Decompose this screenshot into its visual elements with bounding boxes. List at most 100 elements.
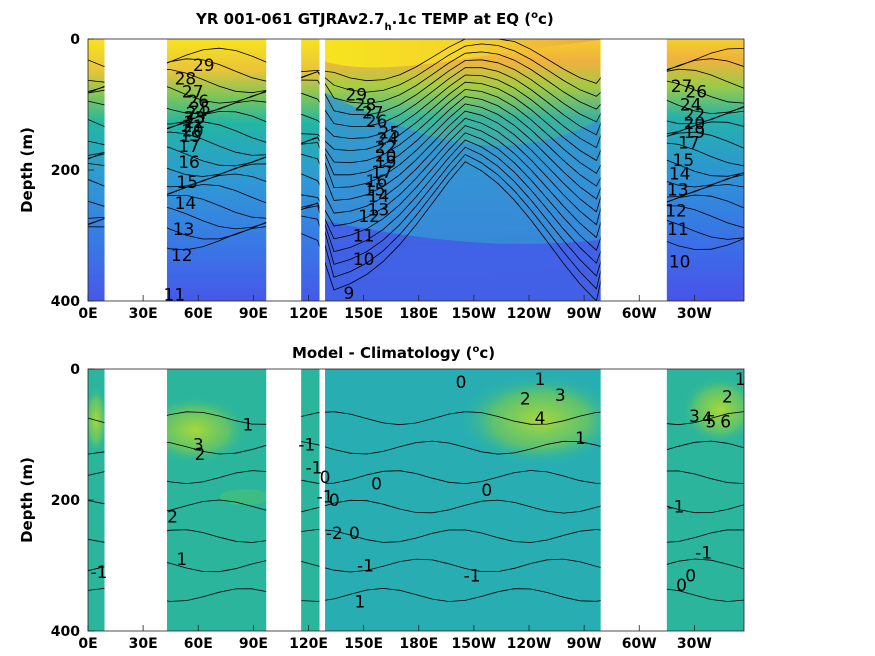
temp-contour-label: 14 <box>175 194 197 214</box>
anomaly-xtick-label: 30E <box>129 636 158 652</box>
anomaly-xtick-label: 120E <box>289 636 328 652</box>
anomaly-ytick-label: 0 <box>70 362 80 378</box>
temp-contour-label: 25 <box>189 99 211 119</box>
anomaly-contour-label: -1 <box>695 543 712 563</box>
anomaly-contour-label: 0 <box>349 524 360 544</box>
temp-ytick-label: 0 <box>70 32 80 48</box>
temp-contour-label: 11 <box>667 220 689 240</box>
anomaly-xticks: 0E 30E 60E 90E 120E 150E 180E 150W 120W 90W 60W 30W <box>78 625 712 652</box>
temp-contour-label: 24 <box>680 96 702 116</box>
temp-contour-label: 26 <box>366 112 388 132</box>
temp-heatmap: 2928272625242322212019171615141312112928… <box>88 39 744 305</box>
anomaly-land-gap <box>319 369 326 631</box>
anomaly-pacific-warm <box>460 375 620 465</box>
anomaly-contour-label: -2 <box>326 524 343 544</box>
temp-xtick-label: 60W <box>622 306 657 322</box>
temp-chart-title: YR 001-061 GTJRAv2.7h.1c TEMP at EQ (oc) <box>195 10 554 33</box>
temp-contour-label: 11 <box>164 285 186 305</box>
anomaly-xtick-label: 0E <box>78 636 97 652</box>
anomaly-chart-title: Model - Climatology (oc) <box>292 344 495 362</box>
temp-xtick-label: 30E <box>129 306 158 322</box>
temp-xtick-label: 150E <box>344 306 383 322</box>
anomaly-contour-label: -1 <box>668 498 685 518</box>
anomaly-contour-label: 6 <box>720 412 731 432</box>
temp-xticks: 0E 30E 60E 90E 120E 150E 180E 150W 120W 90W 60W 30W <box>78 295 712 322</box>
anomaly-ylabel: Depth (m) <box>18 457 36 543</box>
anomaly-contour-label: 4 <box>535 409 546 429</box>
temp-contour-label: 12 <box>665 202 687 222</box>
temp-contour-label: 19 <box>180 127 202 147</box>
temp-contour-label: 19 <box>684 123 706 143</box>
temp-ytick-label: 400 <box>51 294 80 310</box>
anomaly-contour-label: 1 <box>355 593 366 613</box>
anomaly-land-mask <box>104 369 667 631</box>
anomaly-xtick-label: 30W <box>677 636 712 652</box>
anomaly-contour-label: 2 <box>195 445 206 465</box>
temp-contour-label: 28 <box>175 69 197 89</box>
anomaly-contour-label: 3 <box>193 435 204 455</box>
temp-land-mask <box>104 39 667 301</box>
temp-contour-label: 20 <box>684 114 706 134</box>
temp-contour-label: 22 <box>684 105 706 125</box>
temp-ylabel: Depth (m) <box>18 127 36 213</box>
anomaly-ytick-label: 400 <box>51 624 80 640</box>
temp-contour-label: 12 <box>171 246 193 266</box>
anomaly-xtick-label: 60E <box>184 636 213 652</box>
temp-contour-label: 15 <box>364 181 386 201</box>
temp-contour-label: 27 <box>362 103 384 123</box>
temp-contour-label: 22 <box>184 113 206 133</box>
anomaly-xtick-label: 150E <box>344 636 383 652</box>
temp-contour-label: 29 <box>345 86 367 106</box>
temp-contour-label: 12 <box>358 207 380 227</box>
temp-contour-label: 10 <box>669 253 691 273</box>
anomaly-contour-label: 1 <box>535 370 546 390</box>
anomaly-contour-label: 3 <box>555 386 566 406</box>
temp-land-gap <box>319 39 326 301</box>
temp-land-gap <box>600 39 667 301</box>
anomaly-west-patch <box>88 385 108 455</box>
anomaly-xtick-label: 90W <box>567 636 602 652</box>
temp-contour-label: 13 <box>173 220 195 240</box>
temp-contour-label: 23 <box>184 109 206 129</box>
anomaly-contour-label: 1 <box>575 429 586 449</box>
anomaly-xtick-label: 150W <box>452 636 497 652</box>
temp-xtick-label: 0E <box>78 306 97 322</box>
temp-ytick-label: 200 <box>51 163 80 179</box>
temp-xtick-label: 120W <box>507 306 552 322</box>
anomaly-contour-label: -1 <box>306 458 323 478</box>
anomaly-indian-patch <box>220 489 270 505</box>
temp-contour-label: 24 <box>186 104 208 124</box>
anomaly-contour-label: 2 <box>167 507 178 527</box>
temp-contour-label: 27 <box>671 77 693 97</box>
anomaly-ytick-label: 200 <box>51 493 80 509</box>
temp-contour-label: 13 <box>667 181 689 201</box>
temp-contour-label: 20 <box>375 147 397 167</box>
anomaly-contour-label: 1 <box>176 550 187 570</box>
temp-contour-label: 16 <box>178 153 200 173</box>
temperature-panel: YR 001-061 GTJRAv2.7h.1c TEMP at EQ (oc)… <box>18 10 745 322</box>
temp-contour-label: 17 <box>678 133 700 153</box>
temp-contour-label: 24 <box>377 130 399 150</box>
anomaly-contour-label: 2 <box>520 389 531 409</box>
temp-xtick-label: 60E <box>184 306 213 322</box>
temp-contour-label: 20 <box>182 122 204 142</box>
temp-xtick-label: 90E <box>239 306 268 322</box>
anomaly-contour-label: 3 <box>689 407 700 427</box>
temp-contour-label: 9 <box>344 284 355 304</box>
anomaly-contour-label: 1 <box>735 370 746 390</box>
temp-contour-label: 19 <box>375 153 397 173</box>
temp-xtick-label: 30W <box>677 306 712 322</box>
temp-contour-label: 11 <box>353 227 375 247</box>
temp-land-gap <box>266 39 302 301</box>
anomaly-yticks: 0 200 400 <box>51 362 94 640</box>
anomaly-contour-label: 5 <box>706 412 717 432</box>
temp-contour-label: 29 <box>193 56 215 76</box>
temp-contour-labels: 2928272625242322212019171615141312112928… <box>164 56 708 305</box>
temp-contour-label: 15 <box>176 173 198 193</box>
temp-contour-label: 27 <box>182 82 204 102</box>
anomaly-contour-label: -1 <box>357 557 374 577</box>
anomaly-contour-label: 0 <box>371 475 382 495</box>
temp-contour-label: 17 <box>178 137 200 157</box>
anomaly-contour-label: 0 <box>685 566 696 586</box>
